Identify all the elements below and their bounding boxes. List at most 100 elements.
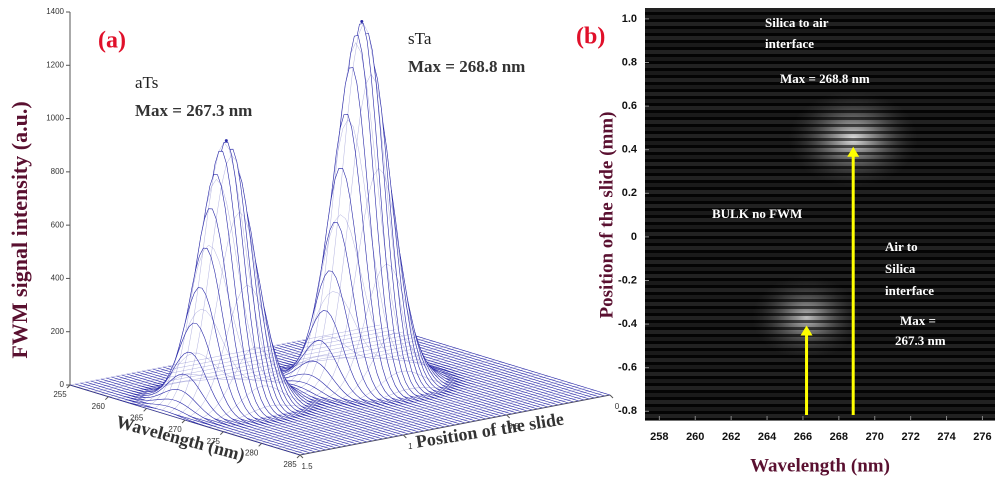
stripe [645, 260, 995, 264]
stripe-gap [645, 250, 995, 253]
x-tick-label: 270 [866, 431, 884, 443]
mesh-line [292, 392, 603, 453]
annotation: 267.3 nm [895, 333, 946, 348]
stripe-gap [645, 19, 995, 22]
y-tick [402, 434, 407, 439]
x-tick-label: 260 [686, 431, 704, 443]
stripe-gap [645, 12, 995, 15]
stripe-gap [645, 376, 995, 379]
stripe-gap [645, 299, 995, 302]
x-tick-label: 280 [245, 448, 259, 457]
stripe [645, 183, 995, 187]
mesh-line [69, 324, 381, 386]
x-tick [296, 454, 301, 459]
mesh-line [230, 373, 542, 435]
stripe-gap [645, 103, 995, 106]
stripe-gap [645, 33, 995, 36]
z-tick-label: 1000 [46, 114, 64, 123]
y-tick-label: -0.2 [618, 274, 637, 286]
panel-label: (b) [576, 24, 605, 50]
stripe [645, 211, 995, 215]
stripe-gap [645, 82, 995, 85]
stripe-gap [645, 397, 995, 400]
stripe-gap [645, 173, 995, 176]
mesh-line [184, 73, 496, 419]
y-tick-label: 1.0 [622, 13, 637, 25]
stripe [645, 414, 995, 418]
mesh-line [92, 331, 404, 393]
mesh-line [207, 332, 519, 428]
stripe-gap [645, 320, 995, 323]
z-tick-label: 400 [51, 274, 65, 283]
stripe [645, 393, 995, 397]
x-tick-label: 266 [794, 431, 812, 443]
y-tick [299, 454, 304, 459]
stripe-gap [645, 418, 995, 421]
stripe-gap [645, 390, 995, 393]
annotation: Max = 268.8 nm [780, 71, 870, 86]
z-tick-label: 1400 [46, 7, 64, 16]
stripe-gap [645, 278, 995, 281]
mesh-line [100, 334, 411, 395]
y-tick-label: -0.4 [618, 318, 638, 330]
mesh-line [238, 376, 549, 437]
stripe-gap [645, 229, 995, 232]
annotation: Air to [885, 239, 918, 254]
y-tick [506, 414, 511, 419]
stripe-gap [645, 166, 995, 169]
x-axis-label: Wavelength (nm) [750, 455, 890, 476]
stripe-gap [645, 264, 995, 267]
mesh-line [261, 383, 572, 444]
mesh-line [95, 351, 326, 451]
annotation: Max = [900, 313, 936, 328]
stripe [645, 204, 995, 208]
stripe-gap [645, 47, 995, 50]
mesh-line [154, 179, 465, 409]
mesh-line [100, 322, 332, 450]
y-tick-label: 0.2 [622, 187, 637, 199]
x-tick [181, 419, 186, 424]
stripe-gap [645, 271, 995, 274]
mesh-line [80, 382, 311, 454]
annotation: interface [885, 283, 934, 298]
y-tick-label: -0.6 [618, 362, 637, 374]
mesh-line [246, 378, 557, 439]
x-tick-label: 265 [130, 413, 144, 422]
mesh-line [75, 383, 306, 455]
x-tick-label: 274 [937, 431, 956, 443]
arrow-head [847, 146, 860, 157]
z-tick-label: 1200 [46, 60, 64, 69]
stripe [645, 232, 995, 236]
stripe [645, 50, 995, 54]
stripe [645, 197, 995, 201]
mesh-line [169, 42, 480, 413]
stripe [645, 22, 995, 26]
stripe [645, 267, 995, 271]
intensity-spot [751, 275, 862, 360]
x-tick-label: 285 [283, 460, 297, 469]
stripe-gap [645, 257, 995, 260]
mesh-line [299, 394, 611, 456]
stripe [645, 92, 995, 96]
stripe [645, 36, 995, 40]
y-tick-label: 1 [408, 442, 413, 451]
stripe-gap [645, 187, 995, 190]
stripe [645, 78, 995, 82]
arrow-head [800, 325, 813, 336]
stripe [645, 15, 995, 19]
peak-label: sTa [408, 29, 432, 48]
mesh-line [276, 387, 588, 449]
peak-marker [224, 139, 228, 143]
x-tick [104, 396, 109, 401]
x-tick-label: 268 [830, 431, 848, 443]
stripe-gap [645, 145, 995, 148]
mesh-line [77, 327, 388, 388]
stripe-gap [645, 306, 995, 309]
mesh-line [115, 338, 427, 400]
stripe [645, 64, 995, 68]
stripe [645, 71, 995, 75]
stripe-gap [645, 222, 995, 225]
stripe-gap [645, 313, 995, 316]
stripe [645, 8, 995, 12]
